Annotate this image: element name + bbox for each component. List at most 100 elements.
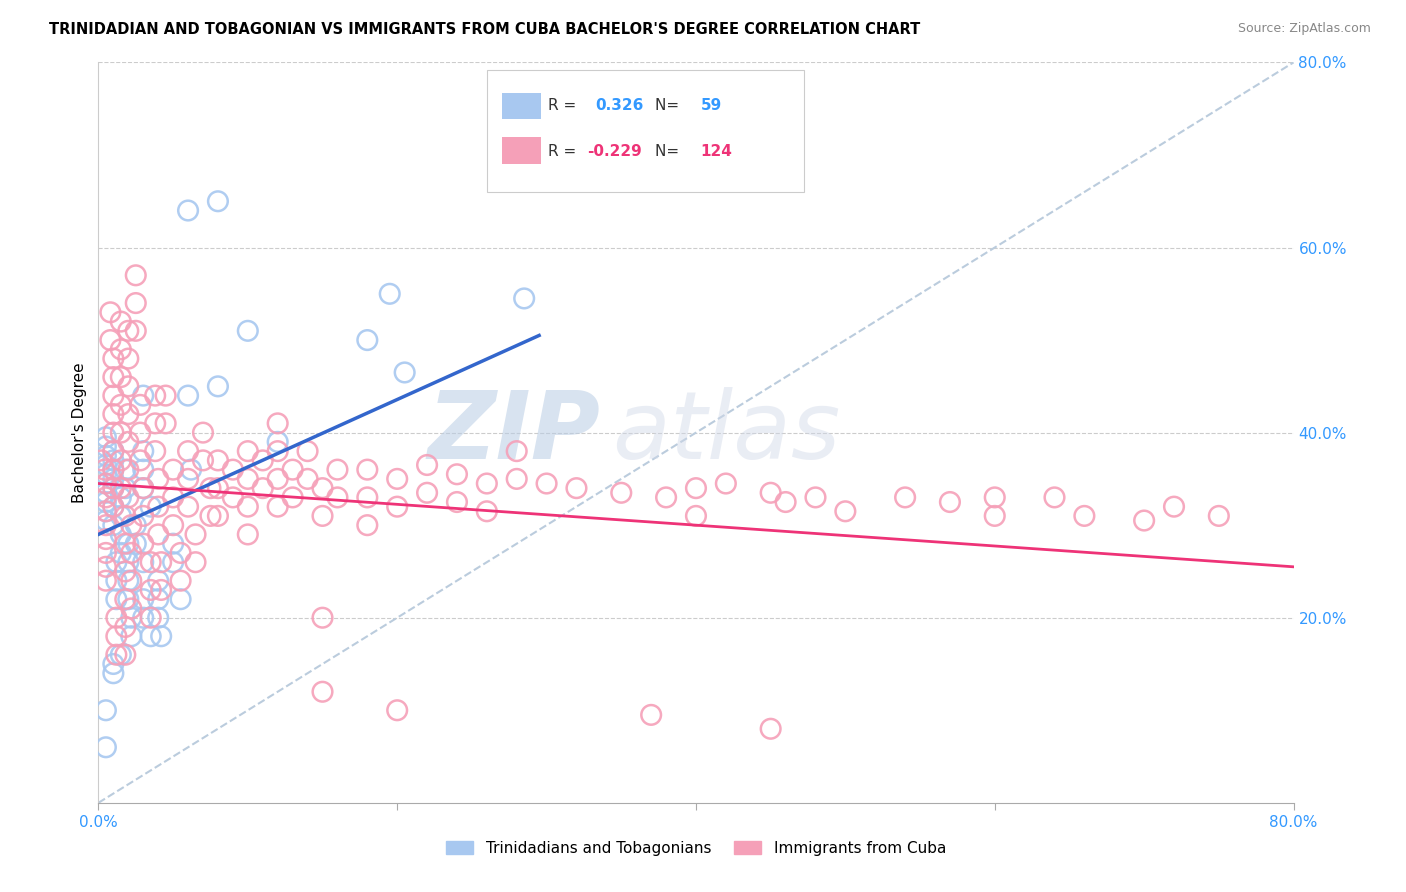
- Point: [103, 425, 125, 440]
- Point: [200, 481, 222, 495]
- Point: [236, 500, 259, 514]
- Point: [94, 532, 117, 546]
- Point: [894, 491, 917, 505]
- Point: [143, 444, 166, 458]
- Point: [114, 620, 136, 634]
- Point: [103, 472, 125, 486]
- Point: [297, 444, 319, 458]
- Point: [139, 629, 162, 643]
- Point: [475, 476, 498, 491]
- Point: [110, 481, 132, 495]
- Point: [385, 703, 409, 717]
- Point: [236, 324, 259, 338]
- Point: [103, 453, 125, 467]
- Point: [117, 592, 139, 607]
- Point: [110, 527, 132, 541]
- Point: [117, 574, 139, 588]
- FancyBboxPatch shape: [486, 70, 804, 192]
- Point: [252, 481, 274, 495]
- Point: [110, 370, 132, 384]
- Point: [311, 610, 333, 624]
- Point: [132, 481, 155, 495]
- Point: [94, 458, 117, 472]
- Point: [129, 398, 152, 412]
- Point: [177, 500, 200, 514]
- Point: [103, 462, 125, 476]
- Point: [150, 629, 173, 643]
- Point: [714, 476, 737, 491]
- Point: [1073, 508, 1095, 523]
- Point: [356, 491, 378, 505]
- Point: [148, 610, 170, 624]
- Point: [129, 453, 152, 467]
- Point: [132, 388, 155, 402]
- Point: [804, 491, 827, 505]
- Point: [222, 462, 245, 476]
- Point: [94, 574, 117, 588]
- Point: [120, 546, 142, 560]
- Point: [685, 508, 707, 523]
- Point: [267, 417, 290, 431]
- Point: [117, 555, 139, 569]
- Point: [103, 657, 125, 671]
- Text: N=: N=: [655, 144, 685, 159]
- Point: [110, 425, 132, 440]
- Point: [125, 324, 148, 338]
- Point: [94, 703, 117, 717]
- Point: [139, 500, 162, 514]
- Point: [103, 351, 125, 366]
- Point: [110, 343, 132, 357]
- Point: [120, 518, 142, 533]
- Point: [984, 491, 1007, 505]
- Point: [281, 491, 304, 505]
- Point: [143, 417, 166, 431]
- Point: [1163, 500, 1185, 514]
- Point: [162, 518, 184, 533]
- Point: [207, 508, 229, 523]
- Point: [125, 296, 148, 310]
- Point: [125, 518, 148, 533]
- Point: [513, 292, 536, 306]
- Point: [162, 462, 184, 476]
- Point: [184, 555, 207, 569]
- Point: [984, 508, 1007, 523]
- Point: [114, 536, 136, 550]
- Point: [191, 453, 214, 467]
- Point: [1208, 508, 1230, 523]
- Point: [120, 601, 142, 615]
- Point: [120, 610, 142, 624]
- Point: [356, 462, 378, 476]
- Point: [640, 707, 662, 722]
- Point: [177, 203, 200, 218]
- Point: [94, 495, 117, 509]
- Point: [759, 722, 782, 736]
- Point: [132, 555, 155, 569]
- Point: [207, 453, 229, 467]
- Text: N=: N=: [655, 98, 685, 112]
- Point: [110, 508, 132, 523]
- Point: [110, 491, 132, 505]
- Point: [132, 444, 155, 458]
- Point: [416, 458, 439, 472]
- Point: [169, 592, 191, 607]
- Point: [475, 504, 498, 518]
- Point: [236, 444, 259, 458]
- Point: [139, 582, 162, 597]
- Point: [356, 518, 378, 533]
- Point: [394, 366, 416, 380]
- Point: [236, 472, 259, 486]
- Point: [117, 434, 139, 449]
- Point: [103, 388, 125, 402]
- Point: [103, 500, 125, 514]
- Point: [103, 481, 125, 495]
- Point: [148, 500, 170, 514]
- Text: -0.229: -0.229: [588, 144, 643, 159]
- Point: [446, 467, 468, 482]
- Point: [110, 453, 132, 467]
- Point: [191, 425, 214, 440]
- Point: [148, 574, 170, 588]
- Point: [105, 574, 128, 588]
- Point: [155, 388, 177, 402]
- Point: [267, 472, 290, 486]
- Point: [132, 536, 155, 550]
